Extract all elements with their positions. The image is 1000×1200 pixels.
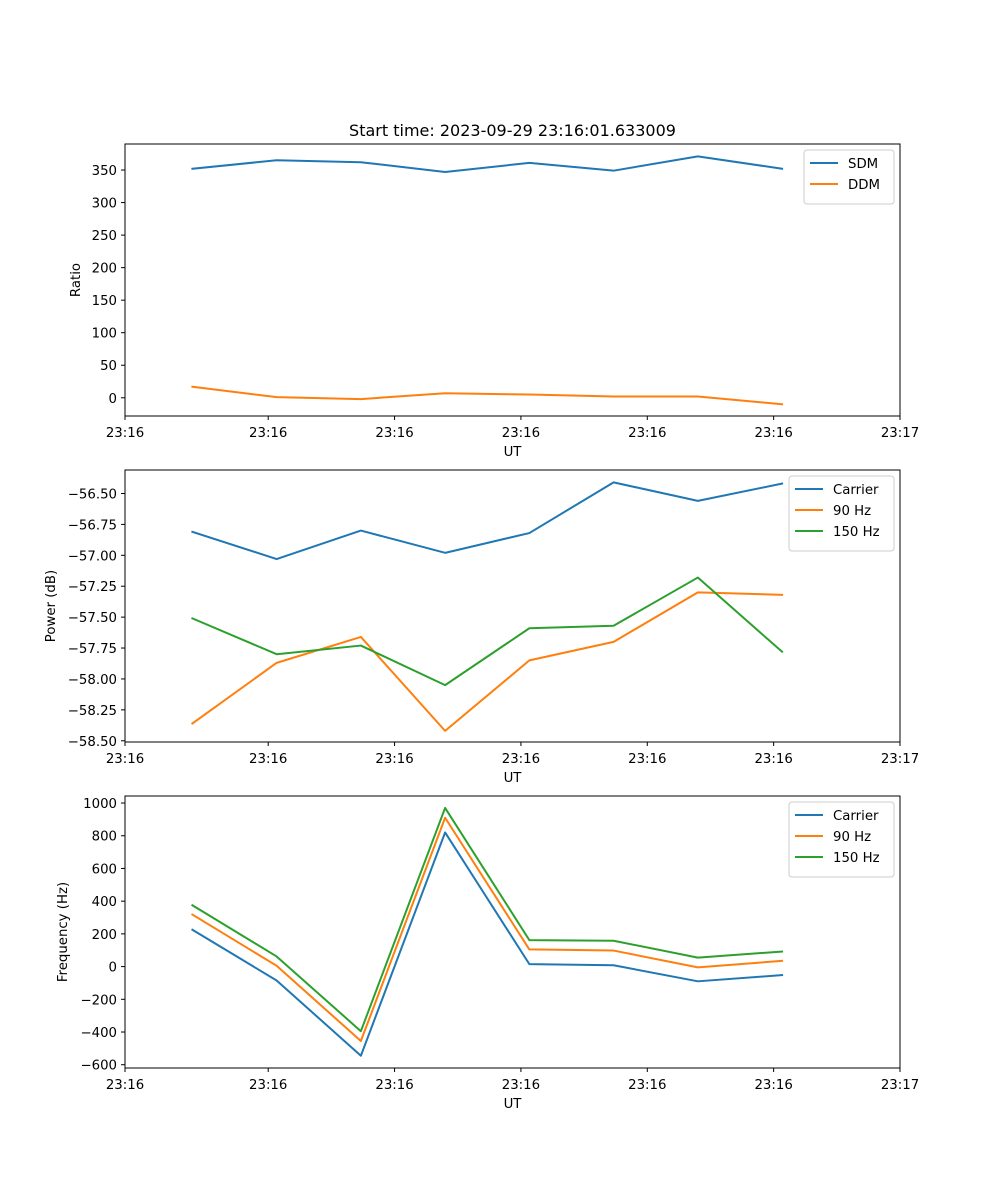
legend-label: 90 Hz [833, 504, 871, 519]
y-tick-label: 0 [109, 392, 117, 407]
axes-frame [124, 795, 901, 1069]
x-tick-label: 23:16 [375, 426, 413, 441]
series-line-ddm [191, 385, 784, 406]
x-tick-label: 23:16 [502, 426, 540, 441]
y-tick-label: 350 [92, 164, 117, 179]
x-tick-label: 23:17 [881, 1078, 919, 1093]
y-axis-label: Frequency (Hz) [56, 882, 71, 982]
legend-label: 150 Hz [833, 851, 880, 866]
x-tick-label: 23:16 [628, 1078, 666, 1093]
y-tick-label: −200 [80, 993, 117, 1008]
legend-label: 150 Hz [833, 525, 880, 540]
x-tick-label: 23:16 [502, 752, 540, 767]
axes-frame [124, 143, 901, 417]
y-tick-label: −56.50 [68, 487, 117, 502]
y-tick-label: −56.75 [68, 518, 117, 533]
y-tick-label: 800 [92, 830, 117, 845]
y-tick-label: −400 [80, 1026, 117, 1041]
series-line-carrier [191, 481, 784, 561]
legend-box [788, 801, 895, 878]
y-tick-label: −57.75 [68, 642, 117, 657]
y-axis-label: Ratio [69, 263, 84, 297]
y-tick-label: 0 [109, 961, 117, 976]
series-line-90-hz [190, 591, 784, 732]
x-tick-label: 23:16 [249, 1078, 287, 1093]
x-tick-label: 23:16 [502, 1078, 540, 1093]
x-tick-label: 23:16 [375, 1078, 413, 1093]
series-line-sdm [191, 155, 784, 173]
x-tick-label: 23:16 [628, 752, 666, 767]
chart-panel-2: −58.50 −58.25 −58.00 −57.75 −57.50 −57.25 −57.… [44, 469, 919, 786]
y-tick-label: −57.00 [68, 549, 117, 564]
x-tick-label: 23:16 [754, 1078, 792, 1093]
x-tick-label: 23:16 [106, 752, 144, 767]
x-tick-label: 23:16 [375, 752, 413, 767]
legend-label: SDM [848, 157, 878, 172]
x-tick-label: 23:16 [754, 426, 792, 441]
x-tick-label: 23:17 [881, 752, 919, 767]
x-tick-label: 23:17 [881, 426, 919, 441]
legend: Carrier 90 Hz 150 Hz [788, 475, 895, 552]
series-line-90-hz [191, 816, 784, 1043]
y-tick-label: 250 [92, 229, 117, 244]
series-line-150-hz [191, 806, 784, 1033]
legend-label: Carrier [833, 809, 879, 824]
y-tick-label: −600 [80, 1059, 117, 1074]
legend: Carrier 90 Hz 150 Hz [788, 801, 895, 878]
y-tick-label: 50 [100, 359, 117, 374]
y-axis-label: Power (dB) [44, 570, 59, 642]
x-tick-label: 23:16 [249, 426, 287, 441]
x-axis-label: UT [504, 445, 523, 460]
chart-panel-1: 0 50 100 150 200 250 300 350 23:16 23:16 23:16 23:1… [69, 143, 919, 460]
y-tick-label: 200 [92, 928, 117, 943]
y-tick-label: 200 [92, 262, 117, 277]
legend: SDM DDM [803, 149, 895, 205]
legend-label: DDM [848, 178, 880, 193]
y-tick-label: 100 [92, 327, 117, 342]
y-tick-label: −57.25 [68, 580, 117, 595]
legend-label: 90 Hz [833, 830, 871, 845]
axes-frame [124, 469, 901, 743]
x-axis-label: UT [504, 771, 523, 786]
y-tick-label: −57.50 [68, 611, 117, 626]
y-tick-label: −58.25 [68, 704, 117, 719]
y-tick-label: 1000 [83, 797, 117, 812]
x-axis-label: UT [504, 1097, 523, 1112]
series-line-carrier [191, 831, 784, 1057]
x-tick-label: 23:16 [106, 1078, 144, 1093]
series-line-150-hz [191, 576, 784, 687]
y-tick-label: 150 [92, 294, 117, 309]
legend-label: Carrier [833, 483, 879, 498]
y-tick-label: −58.50 [68, 735, 117, 750]
y-tick-label: 600 [92, 862, 117, 877]
x-tick-label: 23:16 [754, 752, 792, 767]
y-tick-label: −58.00 [68, 673, 117, 688]
y-tick-label: 400 [92, 895, 117, 910]
x-tick-label: 23:16 [628, 426, 666, 441]
x-tick-label: 23:16 [106, 426, 144, 441]
legend-box [788, 475, 895, 552]
figure-title: Start time: 2023-09-29 23:16:01.633009 [349, 121, 676, 140]
y-tick-label: 300 [92, 197, 117, 212]
x-tick-label: 23:16 [249, 752, 287, 767]
chart-panel-3: −600 −400 −200 0 200 400 600 800 1000 23:16 23:16 2… [56, 795, 919, 1112]
